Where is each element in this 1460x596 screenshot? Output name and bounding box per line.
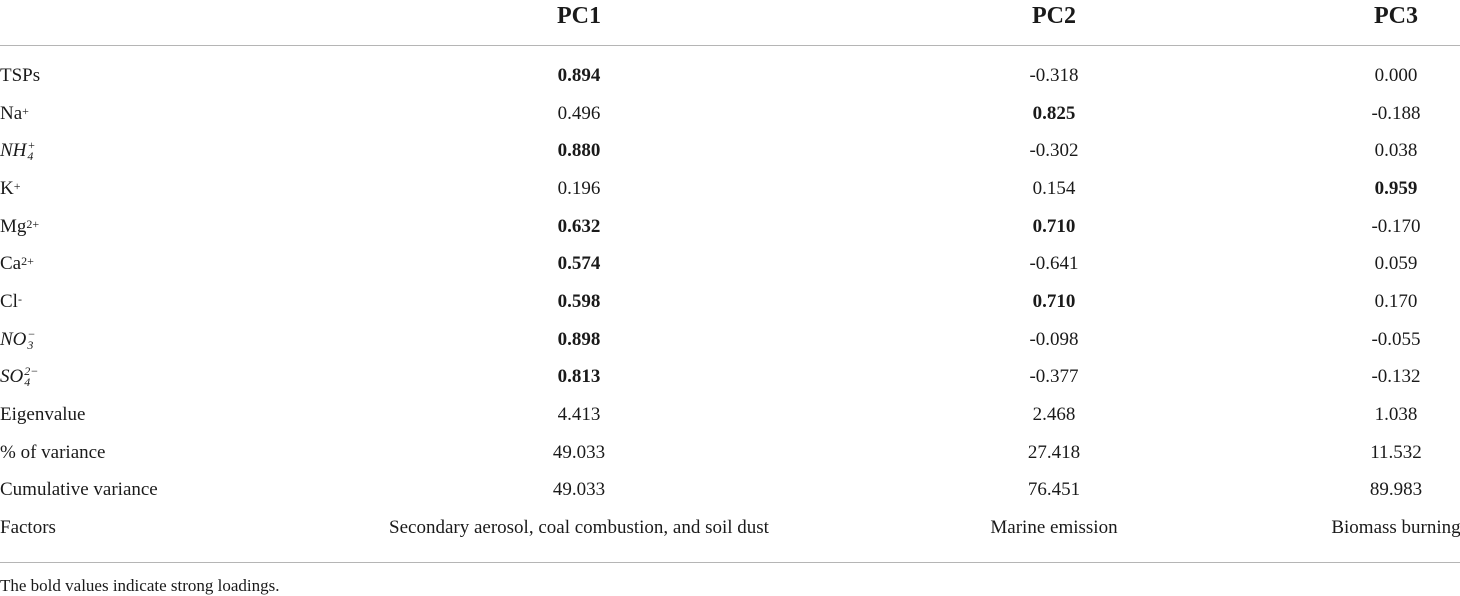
label-base: TSPs — [0, 65, 41, 86]
row-label: % of variance — [0, 441, 106, 465]
value-cell: -0.055 — [1371, 328, 1421, 350]
row-label: Cl - — [0, 290, 22, 314]
column-header: PC2 — [1032, 3, 1076, 29]
label-base: % of variance — [0, 441, 106, 463]
value-cell: 76.451 — [1027, 479, 1081, 501]
value-cell: 0.196 — [557, 178, 601, 199]
value-cell: Marine emission — [990, 517, 1118, 539]
label: Cl - — [0, 291, 22, 313]
label: Mg 2+ — [0, 215, 40, 237]
label-sub: 4 — [24, 375, 31, 390]
label-base: Cumulative variance — [0, 479, 158, 501]
label-sup: + — [27, 138, 36, 153]
value-cell: -0.377 — [1029, 366, 1079, 388]
label-base: NH — [0, 140, 27, 162]
label: SO 2− 4 — [0, 365, 38, 389]
row-label: Cumulative variance — [0, 478, 158, 502]
value-cell: 27.418 — [1027, 441, 1081, 463]
value-cell: 0.710 — [1032, 291, 1076, 313]
label-base: NO — [0, 328, 27, 350]
value-cell: -0.132 — [1371, 366, 1421, 388]
row-label: Factors — [0, 516, 56, 540]
value-cell: 49.033 — [552, 479, 606, 501]
value-cell: 0.632 — [557, 215, 601, 237]
value-cell: 0.898 — [557, 328, 601, 350]
value-cell: -0.188 — [1371, 102, 1421, 124]
value-cell: -0.098 — [1029, 328, 1079, 350]
value-cell: 11.532 — [1370, 441, 1422, 463]
label: TSPs — [0, 64, 40, 88]
row-label: Mg 2+ — [0, 215, 39, 239]
label-scripts: −3 — [27, 326, 36, 352]
row-label: NH +4 — [0, 139, 36, 163]
value-cell: 0.038 — [1374, 140, 1418, 162]
column-header: PC3 — [1374, 3, 1418, 29]
value-cell: 0.813 — [557, 366, 601, 388]
value-cell: 4.413 — [557, 404, 601, 426]
value-cell: 0.825 — [1032, 102, 1076, 124]
label-base: K — [0, 178, 14, 199]
label-scripts: +4 — [27, 138, 36, 164]
header-rule — [0, 45, 1460, 46]
label-base: Eigenvalue — [0, 404, 86, 426]
value-cell: 89.983 — [1369, 479, 1423, 501]
label-base: Mg — [0, 215, 27, 237]
row-label: Ca 2+ — [0, 252, 34, 276]
label: Factors — [0, 516, 56, 540]
value-cell: 0.710 — [1032, 215, 1076, 237]
value-cell: -0.170 — [1371, 215, 1421, 237]
value-cell: 0.154 — [1032, 178, 1076, 199]
footnote: The bold values indicate strong loadings… — [0, 576, 280, 595]
label-base: Ca — [0, 253, 22, 275]
label: Cumulative variance — [0, 478, 158, 502]
label: NH +4 — [0, 139, 36, 163]
value-cell: -0.318 — [1029, 65, 1079, 86]
value-cell: 0.959 — [1374, 178, 1418, 199]
row-label: K + — [0, 177, 21, 201]
value-cell: 0.894 — [557, 65, 601, 86]
value-cell: 2.468 — [1032, 404, 1076, 426]
label-scripts: 2− 4 — [24, 364, 39, 390]
label-sub: 4 — [27, 149, 34, 164]
label: K + — [0, 178, 21, 199]
value-cell: 0.000 — [1374, 65, 1418, 86]
label-base: Cl — [0, 291, 18, 313]
bottom-rule — [0, 562, 1460, 563]
label: NO −3 — [0, 328, 36, 352]
value-cell: 0.574 — [557, 253, 601, 275]
row-label: NO −3 — [0, 328, 36, 352]
label-base: SO — [0, 366, 24, 388]
value-cell: 0.170 — [1374, 291, 1418, 313]
value-cell: Biomass burning — [1331, 517, 1460, 539]
label: Na + — [0, 102, 29, 124]
value-cell: 0.496 — [557, 102, 601, 124]
label-base: Factors — [0, 517, 56, 539]
label-sup: 2− — [24, 364, 39, 379]
row-label: Eigenvalue — [0, 403, 85, 427]
value-cell: -0.302 — [1029, 140, 1079, 162]
row-label: Na + — [0, 102, 29, 126]
label: % of variance — [0, 441, 106, 465]
row-label: SO 2− 4 — [0, 365, 38, 389]
label: Eigenvalue — [0, 403, 85, 427]
value-cell: 0.598 — [557, 291, 601, 313]
column-header: PC1 — [557, 3, 601, 29]
value-cell: 49.033 — [552, 441, 606, 463]
value-cell: 0.880 — [557, 140, 601, 162]
value-cell: 0.059 — [1374, 253, 1418, 275]
value-cell: Secondary aerosol, coal combustion, and … — [389, 517, 769, 539]
label-sub: 3 — [27, 337, 34, 352]
value-cell: 1.038 — [1374, 404, 1418, 426]
row-label: TSPs — [0, 64, 40, 88]
label-sup: − — [27, 326, 36, 341]
label: Ca 2+ — [0, 253, 34, 275]
value-cell: -0.641 — [1029, 253, 1079, 275]
label-base: Na — [0, 102, 23, 124]
